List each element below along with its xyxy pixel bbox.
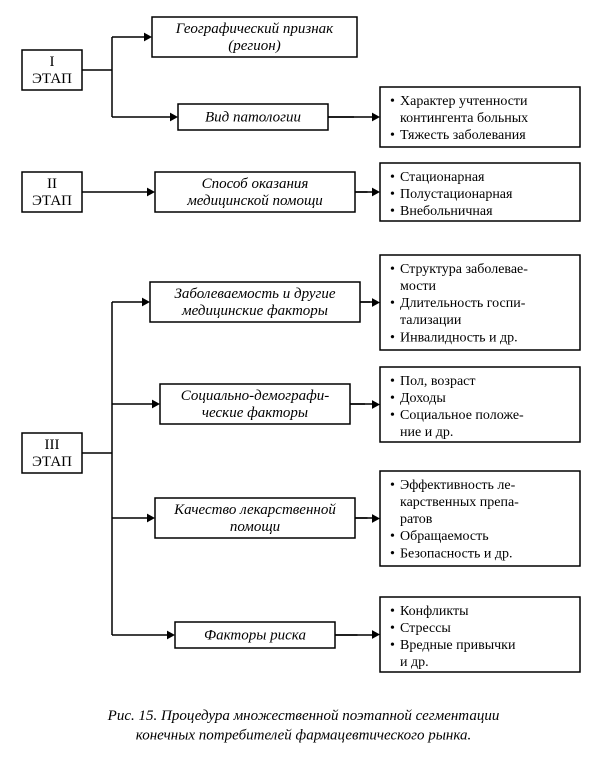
svg-text:•: • bbox=[390, 621, 395, 636]
svg-text:•: • bbox=[390, 128, 395, 143]
stage3: IIIЭТАП bbox=[22, 433, 82, 473]
m2: Вид патологии bbox=[178, 104, 328, 130]
svg-text:•: • bbox=[390, 94, 395, 109]
svg-text:Безопасность и др.: Безопасность и др. bbox=[400, 546, 512, 561]
svg-text:Стационарная: Стационарная bbox=[400, 170, 485, 185]
svg-text:•: • bbox=[390, 638, 395, 653]
d5: • Пол, возраст • Доходы • Социальное положе-н… bbox=[380, 367, 580, 442]
svg-text:Инвалидность и др.: Инвалидность и др. bbox=[400, 330, 518, 345]
svg-text:и др.: и др. bbox=[400, 655, 429, 670]
m1: Географический признак(регион) bbox=[152, 17, 357, 57]
svg-text:Вид патологии: Вид патологии bbox=[205, 109, 301, 125]
svg-text:Тяжесть заболевания: Тяжесть заболевания bbox=[400, 128, 526, 143]
svg-text:Характер учтенности: Характер учтенности bbox=[400, 94, 528, 109]
d4: • Структура заболевае-мости • Длительность … bbox=[380, 255, 580, 350]
d7: • Конфликты • Стрессы • Вредные привычки и др. bbox=[380, 597, 580, 672]
d3: • Стационарная • Полустационарная • Внебольни… bbox=[380, 163, 580, 221]
stage1: IЭТАП bbox=[22, 50, 82, 90]
svg-text:Способ оказания: Способ оказания bbox=[202, 176, 309, 192]
m7: Факторы риска bbox=[175, 622, 335, 648]
svg-text:•: • bbox=[390, 529, 395, 544]
svg-text:мости: мости bbox=[400, 279, 437, 294]
svg-text:ЭТАП: ЭТАП bbox=[32, 193, 72, 209]
svg-text:•: • bbox=[390, 478, 395, 493]
svg-text:ЭТАП: ЭТАП bbox=[32, 71, 72, 87]
svg-text:медицинские факторы: медицинские факторы bbox=[181, 303, 328, 319]
d2: • Характер учтенности контингента больных •… bbox=[380, 87, 580, 147]
svg-text:Стрессы: Стрессы bbox=[400, 621, 451, 636]
svg-text:Структура заболевае-: Структура заболевае- bbox=[400, 262, 528, 277]
svg-text:•: • bbox=[390, 330, 395, 345]
svg-text:•: • bbox=[390, 170, 395, 185]
flowchart: IЭТАПIIЭТАПIIIЭТАПГеографический признак… bbox=[0, 0, 607, 777]
svg-text:Внебольничная: Внебольничная bbox=[400, 204, 493, 219]
svg-text:Вредные привычки: Вредные привычки bbox=[400, 638, 516, 653]
m3: Способ оказаниямедицинской помощи bbox=[155, 172, 355, 212]
svg-text:•: • bbox=[390, 604, 395, 619]
svg-text:помощи: помощи bbox=[230, 519, 280, 535]
svg-text:Социально-демографи-: Социально-демографи- bbox=[181, 388, 330, 404]
svg-text:Факторы риска: Факторы риска bbox=[204, 627, 306, 643]
svg-text:II: II bbox=[47, 176, 57, 192]
svg-text:(регион): (регион) bbox=[228, 38, 280, 54]
svg-text:•: • bbox=[390, 187, 395, 202]
svg-text:Полустационарная: Полустационарная bbox=[400, 187, 513, 202]
d6: • Эффективность ле-карственных препа-рато… bbox=[380, 471, 580, 566]
svg-text:Длительность госпи-: Длительность госпи- bbox=[400, 296, 526, 311]
svg-text:Конфликты: Конфликты bbox=[400, 604, 469, 619]
svg-text:Заболеваемость и другие: Заболеваемость и другие bbox=[174, 286, 335, 302]
svg-text:карственных препа-: карственных препа- bbox=[400, 495, 519, 510]
m4: Заболеваемость и другиемедицинские факто… bbox=[150, 282, 360, 322]
svg-text:Доходы: Доходы bbox=[400, 391, 446, 406]
svg-text:ратов: ратов bbox=[400, 512, 433, 527]
svg-text:•: • bbox=[390, 391, 395, 406]
svg-text:ЭТАП: ЭТАП bbox=[32, 454, 72, 470]
figure-caption: конечных потребителей фармацевтического … bbox=[136, 728, 471, 744]
svg-text:Обращаемость: Обращаемость bbox=[400, 529, 489, 544]
svg-text:III: III bbox=[45, 437, 60, 453]
svg-text:Пол, возраст: Пол, возраст bbox=[400, 374, 476, 389]
figure-caption: Рис. 15. Процедура множественной поэтапн… bbox=[107, 708, 500, 724]
svg-text:ние и др.: ние и др. bbox=[400, 425, 453, 440]
svg-text:контингента больных: контингента больных bbox=[400, 111, 528, 126]
stage2: IIЭТАП bbox=[22, 172, 82, 212]
svg-text:•: • bbox=[390, 546, 395, 561]
svg-text:I: I bbox=[50, 54, 55, 70]
m6: Качество лекарственнойпомощи bbox=[155, 498, 355, 538]
svg-text:ческие факторы: ческие факторы bbox=[202, 405, 308, 421]
svg-text:•: • bbox=[390, 408, 395, 423]
svg-text:Социальное положе-: Социальное положе- bbox=[400, 408, 524, 423]
svg-text:•: • bbox=[390, 262, 395, 277]
svg-text:•: • bbox=[390, 374, 395, 389]
svg-text:•: • bbox=[390, 204, 395, 219]
svg-text:Географический признак: Географический признак bbox=[175, 21, 334, 37]
svg-text:Эффективность ле-: Эффективность ле- bbox=[400, 478, 516, 493]
m5: Социально-демографи-ческие факторы bbox=[160, 384, 350, 424]
svg-text:•: • bbox=[390, 296, 395, 311]
svg-text:Качество лекарственной: Качество лекарственной bbox=[173, 502, 336, 518]
svg-text:медицинской помощи: медицинской помощи bbox=[186, 193, 323, 209]
svg-text:тализации: тализации bbox=[400, 313, 462, 328]
